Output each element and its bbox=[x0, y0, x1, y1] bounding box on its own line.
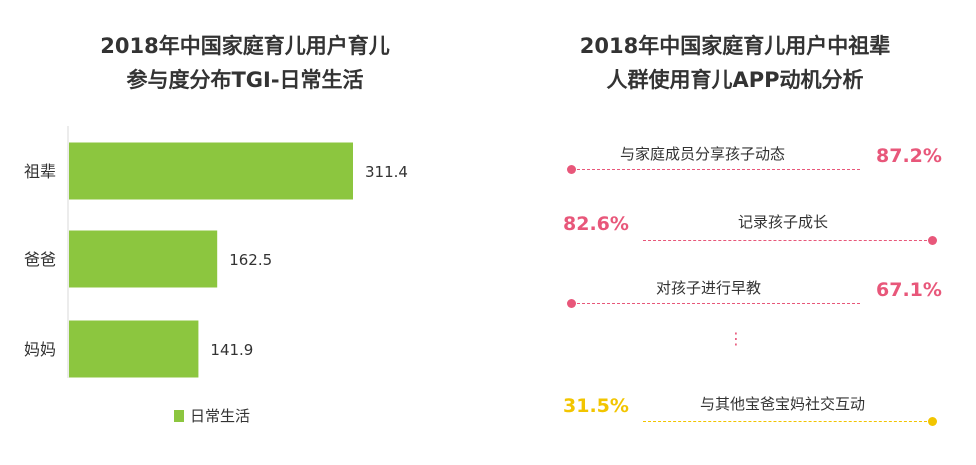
value-label: 141.9 bbox=[210, 341, 253, 359]
motive-label: 与其他宝爸宝妈社交互动 bbox=[700, 395, 866, 413]
motive-dot bbox=[928, 417, 937, 426]
left-chart-title: 2018年中国家庭育儿用户育儿 参与度分布TGI-日常生活 bbox=[10, 29, 480, 97]
category-label: 妈妈 bbox=[24, 340, 56, 359]
motive-percent: 82.6% bbox=[563, 213, 629, 235]
value-label: 162.5 bbox=[229, 251, 272, 269]
motive-percent: 67.1% bbox=[876, 279, 942, 301]
category-label: 爸爸 bbox=[24, 250, 56, 269]
motive-percent: 87.2% bbox=[876, 145, 942, 167]
value-label: 311.4 bbox=[365, 163, 408, 181]
motive-label: 与家庭成员分享孩子动态 bbox=[620, 145, 786, 163]
motive-percent: 31.5% bbox=[563, 395, 629, 417]
motive-dot bbox=[567, 165, 576, 174]
motive-dot bbox=[567, 299, 576, 308]
right-title-line1: 2018年中国家庭育儿用户中祖辈 bbox=[579, 34, 891, 58]
bar-0 bbox=[69, 142, 353, 200]
legend-label: 日常生活 bbox=[190, 407, 251, 425]
bar-1 bbox=[69, 230, 218, 288]
right-title-line2: 人群使用育儿APP动机分析 bbox=[606, 68, 864, 92]
motive-dot bbox=[928, 236, 937, 245]
more-items-ellipsis: ⋮ bbox=[728, 329, 744, 348]
tgi-bar-chart: 祖辈 311.4 爸爸 162.5 妈妈 141.9 bbox=[24, 126, 408, 378]
bar-2 bbox=[69, 320, 199, 378]
motive-divider bbox=[572, 303, 860, 304]
motive-divider bbox=[572, 169, 860, 170]
right-chart-title: 2018年中国家庭育儿用户中祖辈 人群使用育儿APP动机分析 bbox=[500, 29, 970, 97]
motive-label: 记录孩子成长 bbox=[738, 213, 829, 231]
left-title-line2: 参与度分布TGI-日常生活 bbox=[126, 68, 364, 92]
chart-legend: 日常生活 bbox=[174, 405, 250, 426]
legend-swatch bbox=[174, 409, 184, 422]
left-title-line1: 2018年中国家庭育儿用户育儿 bbox=[100, 34, 390, 58]
motive-label: 对孩子进行早教 bbox=[656, 279, 762, 297]
motive-divider bbox=[643, 240, 932, 241]
motive-divider bbox=[643, 421, 932, 422]
category-label: 祖辈 bbox=[24, 162, 56, 181]
